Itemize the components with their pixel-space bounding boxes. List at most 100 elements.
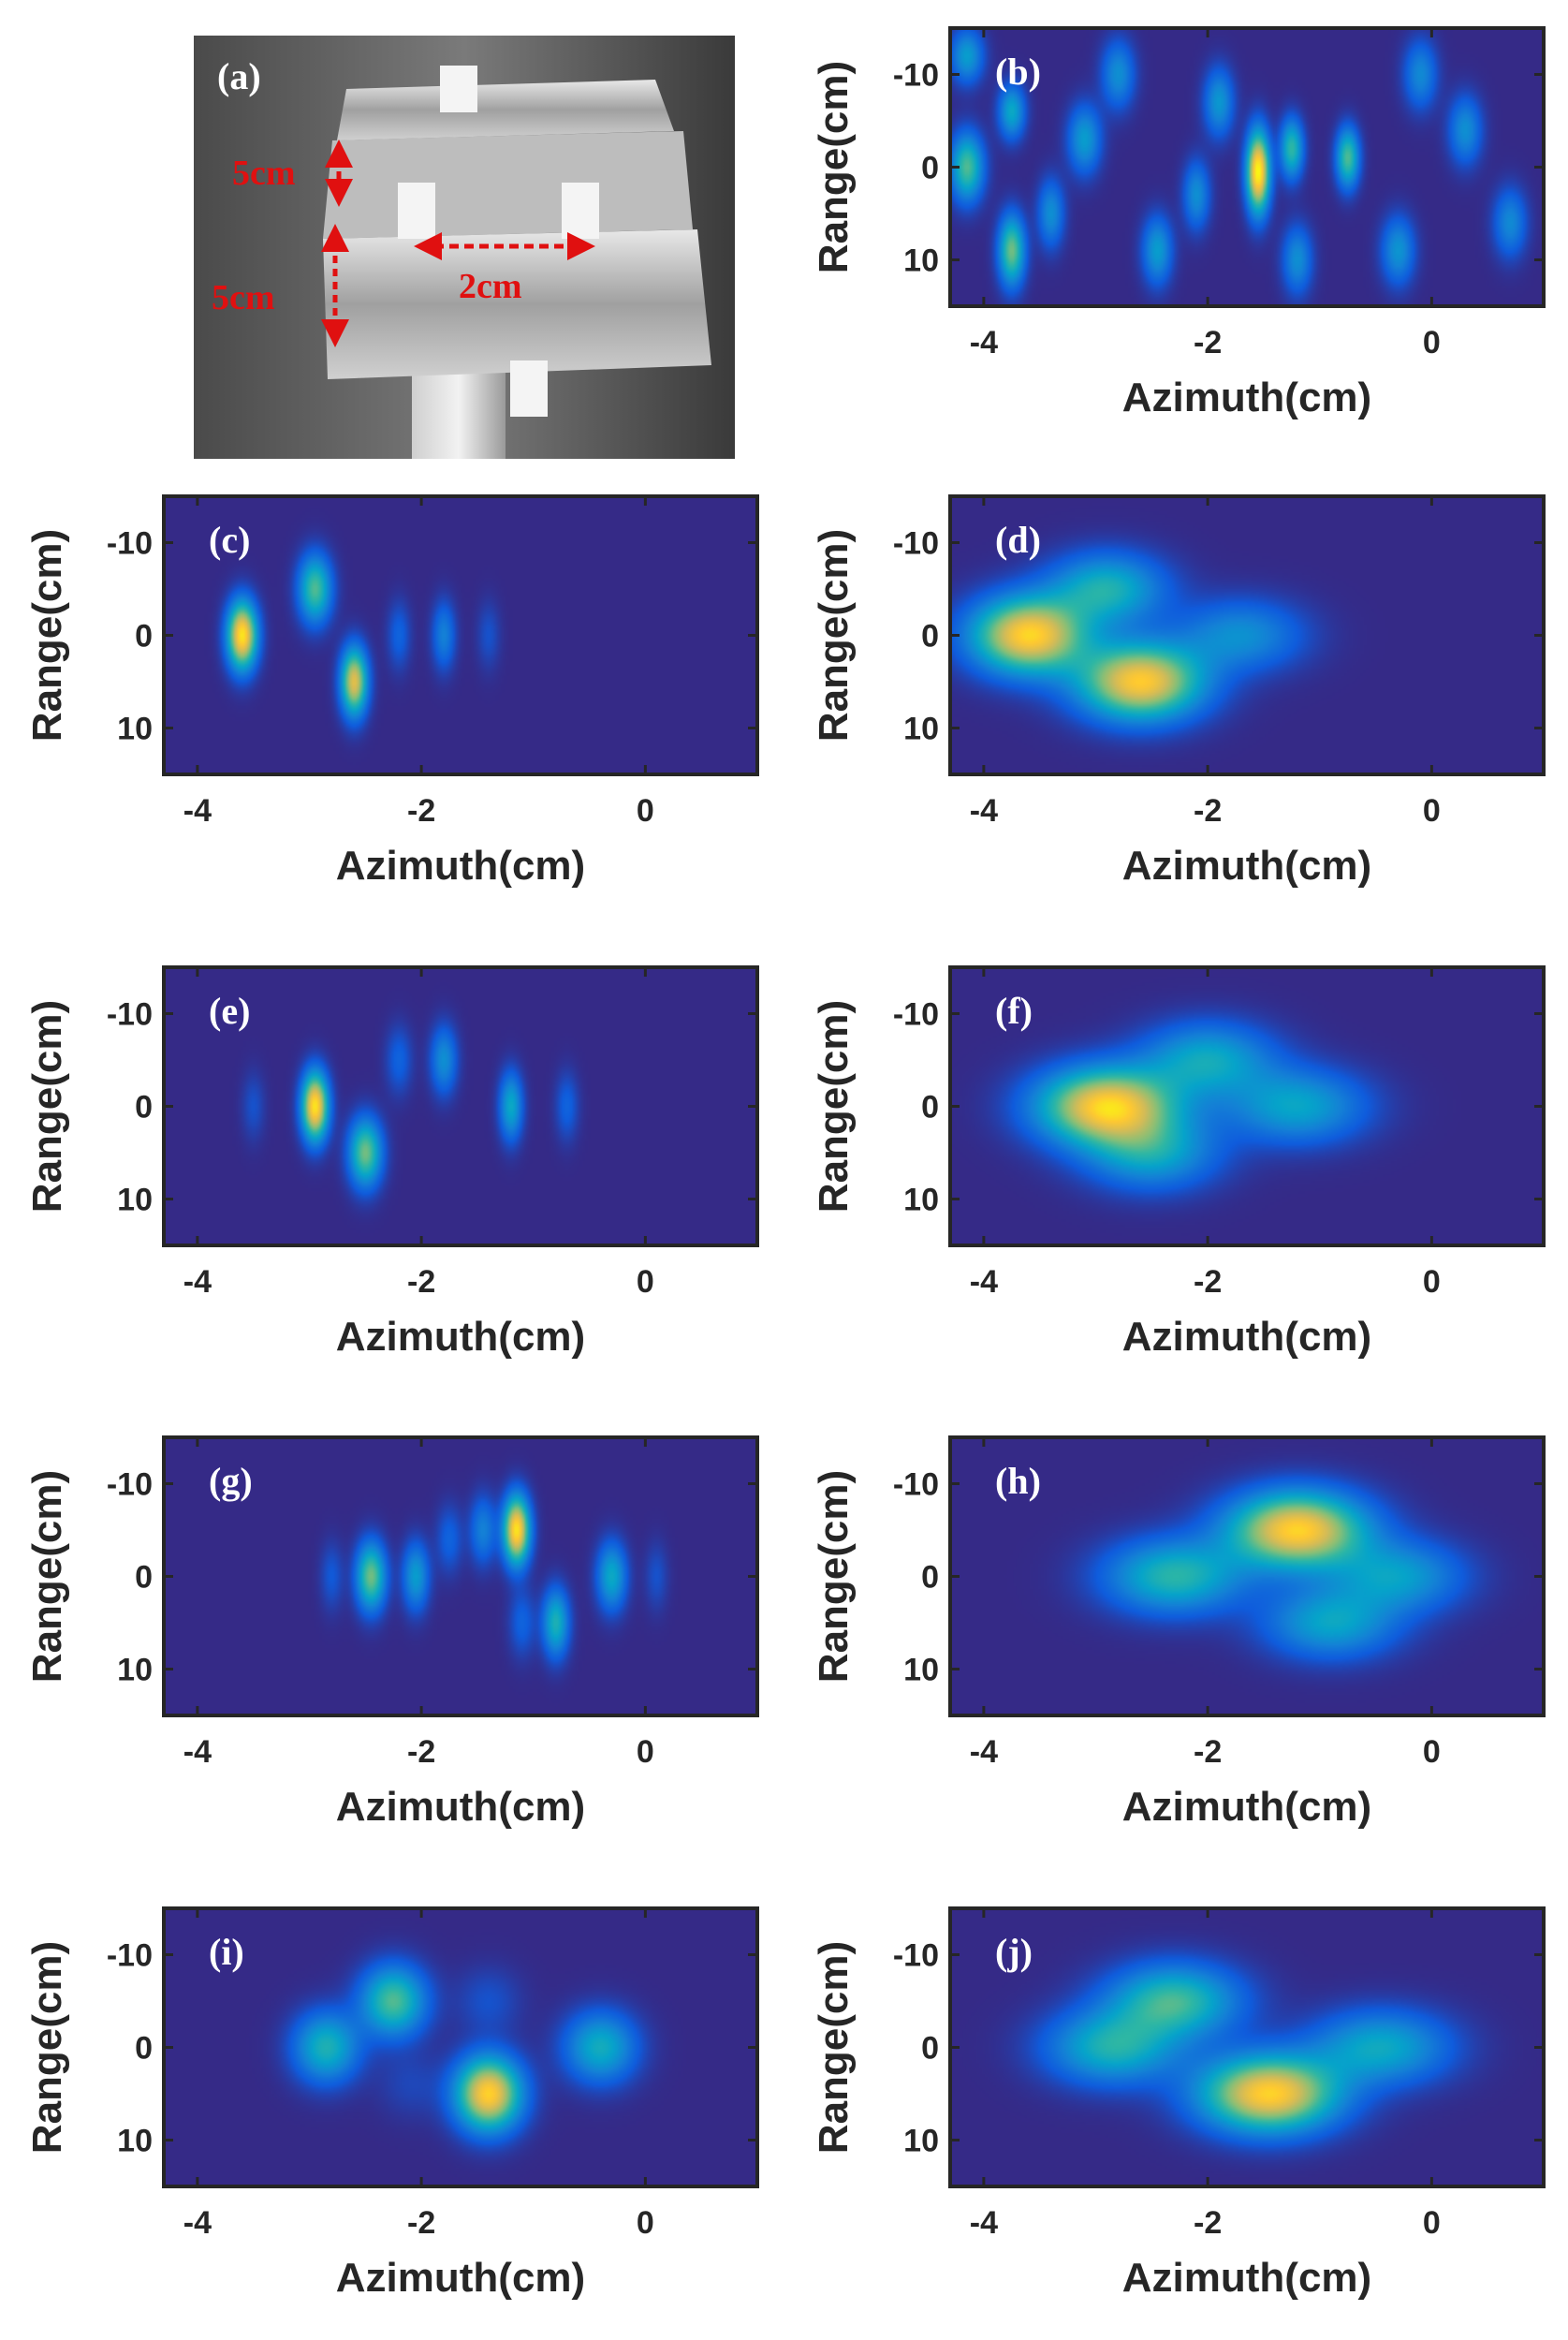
x-axis-label: Azimuth(cm) [336, 2255, 585, 2301]
panel-label: (c) [209, 519, 250, 561]
y-tick-label: 10 [117, 712, 153, 747]
heatmap-image [950, 967, 1544, 1245]
bottom-plate [323, 229, 711, 379]
y-axis-label: Range(cm) [811, 1470, 857, 1683]
heatmap-image [164, 1908, 757, 2186]
x-tick-label: -2 [407, 793, 435, 829]
photo-panel-label: (a) [217, 55, 261, 97]
y-tick-label: 0 [921, 151, 939, 186]
heatmap-panel-c: -4 -2 0 -10 0 10 Azimuth(cm) Range(cm) (c) [24, 494, 759, 889]
panel-label: (e) [209, 990, 250, 1032]
x-tick-label: -2 [407, 1734, 435, 1770]
x-tick-label: -4 [970, 2205, 998, 2241]
y-tick-label: 0 [135, 1090, 153, 1126]
y-tick-label: -10 [107, 526, 153, 562]
annotation-gap-bottom: 5cm [212, 278, 275, 317]
heatmap-panel-j: -4 -2 0 -10 0 10 Azimuth(cm) Range(cm) (j) [811, 1906, 1546, 2301]
x-tick-label: -2 [1194, 793, 1222, 829]
x-tick-label: -4 [970, 793, 998, 829]
x-tick-label: -4 [183, 1264, 212, 1300]
x-tick-label: 0 [637, 1264, 654, 1300]
x-tick-label: 0 [1423, 793, 1441, 829]
x-tick-label: 0 [1423, 2205, 1441, 2241]
annotation-spacing: 2cm [459, 267, 522, 306]
photo-panel: (a) 5cm 5cm 2cm [194, 36, 735, 459]
x-tick-label: 0 [637, 2205, 654, 2241]
x-axis-label: Azimuth(cm) [1122, 1784, 1371, 1830]
y-axis-label: Range(cm) [811, 1941, 857, 2154]
x-axis-label: Azimuth(cm) [336, 843, 585, 889]
y-tick-label: 0 [921, 619, 939, 655]
middle-plate [323, 131, 693, 239]
x-axis-label: Azimuth(cm) [1122, 843, 1371, 889]
heatmap-panel-e: -4 -2 0 -10 0 10 Azimuth(cm) Range(cm) (e) [24, 965, 759, 1360]
y-tick-label: -10 [107, 997, 153, 1033]
x-tick-label: 0 [1423, 1734, 1441, 1770]
y-tick-label: 0 [135, 619, 153, 655]
heatmap-image [950, 1908, 1544, 2186]
heatmap-image [164, 496, 757, 774]
x-tick-label: -4 [183, 793, 212, 829]
y-tick-label: -10 [107, 1938, 153, 1974]
x-axis-label: Azimuth(cm) [1122, 1314, 1371, 1360]
y-axis-label: Range(cm) [811, 1000, 857, 1213]
y-axis-label: Range(cm) [24, 1000, 70, 1213]
heatmap-panel-b: -4 -2 0 -10 0 10 Azimuth(cm) Range(cm) (b) [811, 26, 1546, 420]
heatmap-panel-d: -4 -2 0 -10 0 10 Azimuth(cm) Range(cm) (d) [811, 494, 1546, 889]
panel-label: (h) [995, 1460, 1041, 1502]
x-tick-label: 0 [637, 793, 654, 829]
y-tick-label: 0 [135, 1560, 153, 1596]
x-tick-label: -4 [183, 1734, 212, 1770]
x-tick-label: 0 [1423, 325, 1441, 361]
y-tick-label: -10 [893, 526, 939, 562]
heatmap-image [164, 1437, 757, 1715]
x-tick-label: -4 [970, 1734, 998, 1770]
y-tick-label: 0 [921, 1560, 939, 1596]
panel-label: (b) [995, 51, 1041, 93]
panel-label: (i) [209, 1931, 244, 1973]
y-tick-label: 10 [117, 1653, 153, 1688]
top-plate [337, 80, 674, 140]
panel-label: (j) [995, 1931, 1033, 1973]
y-tick-label: 0 [921, 1090, 939, 1126]
y-tick-label: -10 [893, 1938, 939, 1974]
y-tick-label: -10 [893, 58, 939, 94]
x-tick-label: 0 [1423, 1264, 1441, 1300]
y-axis-label: Range(cm) [24, 529, 70, 742]
y-axis-label: Range(cm) [24, 1470, 70, 1683]
y-tick-label: 10 [903, 1183, 939, 1218]
x-tick-label: 0 [637, 1734, 654, 1770]
heatmap-image [950, 496, 1544, 774]
x-axis-label: Azimuth(cm) [336, 1784, 585, 1830]
x-tick-label: -4 [183, 2205, 212, 2241]
y-tick-label: 10 [117, 1183, 153, 1218]
x-axis-label: Azimuth(cm) [1122, 375, 1371, 420]
heatmap-image [950, 28, 1544, 306]
y-tick-label: 10 [117, 2124, 153, 2159]
x-tick-label: -2 [1194, 1264, 1222, 1300]
x-axis-label: Azimuth(cm) [336, 1314, 585, 1360]
x-tick-label: -4 [970, 325, 998, 361]
panel-label: (f) [995, 990, 1033, 1032]
x-tick-label: -2 [1194, 1734, 1222, 1770]
x-tick-label: -2 [407, 2205, 435, 2241]
y-tick-label: 10 [903, 1653, 939, 1688]
y-tick-label: -10 [893, 997, 939, 1033]
y-tick-label: 0 [921, 2031, 939, 2067]
x-tick-label: -2 [1194, 2205, 1222, 2241]
x-tick-label: -4 [970, 1264, 998, 1300]
panel-label: (g) [209, 1460, 253, 1502]
heatmap-panel-h: -4 -2 0 -10 0 10 Azimuth(cm) Range(cm) (h) [811, 1435, 1546, 1830]
y-tick-label: -10 [107, 1467, 153, 1503]
heatmap-panel-g: -4 -2 0 -10 0 10 Azimuth(cm) Range(cm) (g) [24, 1435, 759, 1830]
panel-label: (d) [995, 519, 1041, 561]
y-axis-label: Range(cm) [24, 1941, 70, 2154]
y-tick-label: 10 [903, 243, 939, 279]
heatmap-panel-i: -4 -2 0 -10 0 10 Azimuth(cm) Range(cm) (i) [24, 1906, 759, 2301]
heatmap-image [950, 1437, 1544, 1715]
y-tick-label: 10 [903, 2124, 939, 2159]
annotation-gap-top: 5cm [232, 154, 296, 193]
y-tick-label: 0 [135, 2031, 153, 2067]
